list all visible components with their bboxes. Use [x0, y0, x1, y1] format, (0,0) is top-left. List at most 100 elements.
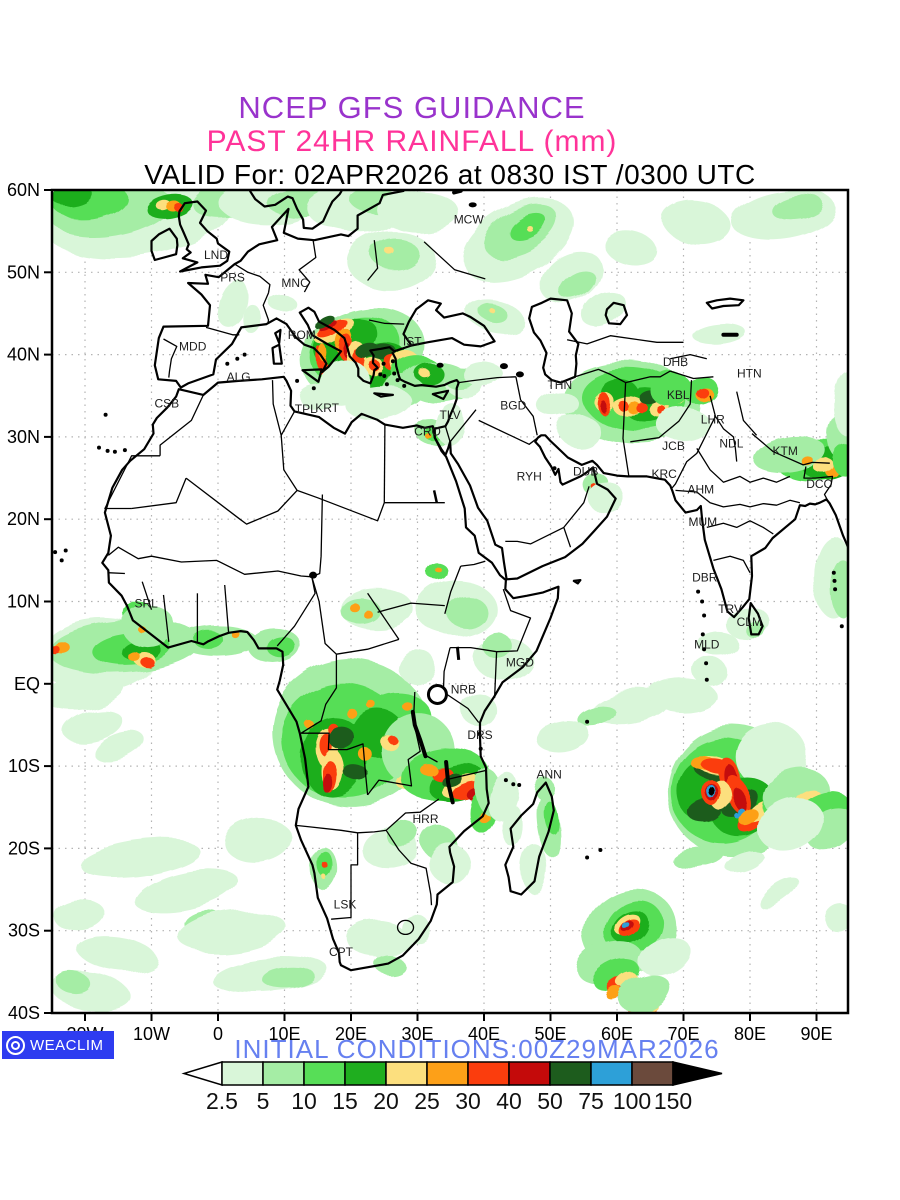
lat-tick-label: 30S [8, 921, 40, 941]
rain-contour [617, 400, 629, 411]
rain-contour [831, 560, 848, 618]
border-line [385, 798, 440, 831]
border-line [625, 370, 714, 384]
border-line [622, 382, 630, 478]
border-line [367, 240, 379, 281]
coastline [431, 389, 450, 401]
rain-contour [52, 645, 60, 654]
border-line [443, 691, 480, 723]
coastline [504, 781, 555, 896]
rain-contour [636, 404, 649, 414]
rain-contour [349, 602, 360, 612]
legend-labels: 2.5 5 10 15 20 25 30 40 50 75 100 150 [206, 1088, 692, 1114]
station-label: THN [547, 378, 572, 392]
station-label: NDL [719, 437, 743, 451]
coastline [402, 299, 496, 348]
lake-rybinsk [468, 202, 477, 208]
border-line [458, 376, 516, 384]
island-dot [700, 599, 705, 604]
rain-contour [603, 230, 657, 265]
lat-tick-label: 30N [7, 427, 40, 447]
rain-contour [521, 844, 548, 894]
rain-contour [735, 814, 742, 820]
island-dot [235, 356, 240, 361]
rain-contour [486, 770, 516, 820]
rain-contour [386, 734, 396, 743]
coastline [153, 190, 412, 389]
station-label: ANN [537, 767, 562, 781]
rain-contour [656, 408, 711, 442]
border-lesotho [396, 919, 415, 936]
rain-contour [419, 763, 437, 776]
rain-contour [78, 838, 198, 875]
legend-value-label: 30 [455, 1088, 481, 1114]
rain-contour [57, 973, 93, 996]
island-dot [585, 855, 590, 860]
rain-contour [341, 598, 381, 625]
border-line [736, 391, 758, 436]
lake-chad [309, 571, 318, 579]
legend-value-label: 40 [496, 1088, 522, 1114]
rain-contour [696, 630, 737, 655]
border-line [442, 647, 451, 693]
island-dot [395, 378, 400, 383]
island-dot [242, 352, 247, 357]
lake-urmia [515, 371, 524, 378]
rain-contour [128, 651, 141, 662]
rain-contour [464, 362, 504, 388]
rain-contour [224, 818, 292, 862]
initial-conditions-line: INITIAL CONDITIONS:00Z29MAR2026 [234, 1034, 720, 1064]
lake-tuz [436, 362, 444, 368]
station-label: DRS [467, 728, 492, 742]
border-line [311, 576, 337, 655]
rain-contour [347, 920, 408, 958]
border-line [383, 424, 386, 503]
rain-contour [245, 306, 264, 337]
weaclim-logo: WEACLIM [2, 1031, 114, 1059]
legend-cell [467, 1061, 510, 1086]
island-dot [384, 382, 389, 387]
rain-contour [557, 412, 598, 446]
rain-contour [487, 306, 493, 311]
station-label: KTM [773, 444, 798, 458]
rain-contour [710, 787, 716, 798]
border-line [696, 448, 791, 483]
station-label: HRR [413, 812, 439, 826]
border-line [566, 335, 684, 345]
border-line [714, 415, 738, 462]
station-label: BGD [500, 399, 526, 413]
border-line [444, 565, 462, 614]
border-line [271, 380, 296, 436]
legend-value-label: 2.5 [206, 1088, 238, 1114]
border-line [234, 263, 271, 294]
island-dot [378, 372, 383, 377]
island-dot [517, 783, 522, 787]
legend-cell [344, 1061, 387, 1086]
station-label: KBL [667, 388, 690, 402]
station-label: LND [204, 248, 228, 262]
station-label: DHB [663, 355, 688, 369]
rain-contour [739, 809, 759, 827]
lon-tick-label: 0 [213, 1024, 223, 1044]
rain-contour [267, 636, 297, 659]
rain-contour [386, 822, 422, 850]
border-line [262, 292, 270, 324]
rain-contour [397, 650, 438, 684]
station-label: CPT [329, 945, 354, 959]
border-line [515, 376, 538, 436]
island-dot [382, 374, 387, 378]
rain-contour [587, 481, 627, 516]
rain-contour [78, 938, 158, 973]
border-line [107, 546, 312, 578]
rain-contour [482, 632, 512, 660]
station-label: ROM [288, 328, 316, 342]
rain-contour [370, 238, 418, 269]
page-subtitle: PAST 24HR RAINFALL (mm) [206, 125, 618, 158]
station-label: ALG [227, 370, 251, 384]
legend-value-label: 150 [654, 1088, 692, 1114]
island-dot [59, 558, 64, 563]
station-label: KRC [652, 467, 678, 481]
legend-value-label: 100 [613, 1088, 651, 1114]
